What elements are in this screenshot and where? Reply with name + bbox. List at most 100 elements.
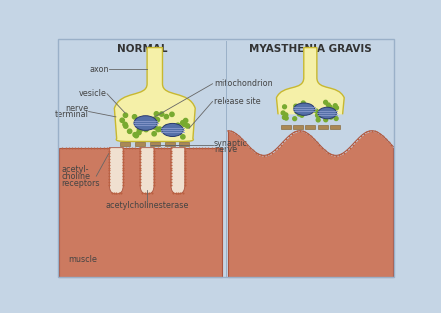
Circle shape: [150, 123, 155, 128]
Circle shape: [293, 117, 297, 121]
Circle shape: [335, 106, 338, 110]
Circle shape: [153, 117, 157, 121]
Circle shape: [321, 113, 325, 117]
Circle shape: [132, 115, 137, 119]
Ellipse shape: [162, 123, 183, 136]
Circle shape: [144, 127, 148, 132]
Circle shape: [171, 131, 176, 136]
Circle shape: [149, 118, 153, 122]
Circle shape: [282, 115, 286, 119]
Circle shape: [133, 132, 137, 137]
Bar: [318, 125, 328, 129]
Text: MYASTHENIA GRAVIS: MYASTHENIA GRAVIS: [249, 44, 372, 54]
Text: axon: axon: [89, 64, 108, 74]
Circle shape: [314, 109, 318, 113]
Text: acetylcholinesterase: acetylcholinesterase: [105, 201, 189, 210]
Circle shape: [316, 114, 319, 117]
Bar: [305, 125, 315, 129]
Circle shape: [134, 133, 138, 138]
Circle shape: [156, 127, 160, 132]
Text: nerve: nerve: [214, 146, 237, 155]
Text: terminal: terminal: [55, 110, 89, 119]
Circle shape: [172, 126, 176, 131]
PathPatch shape: [114, 48, 195, 141]
Text: acetyl-: acetyl-: [62, 165, 89, 174]
Circle shape: [145, 120, 149, 124]
Circle shape: [318, 114, 322, 117]
Circle shape: [154, 112, 159, 116]
Bar: [59, 148, 222, 277]
Circle shape: [283, 105, 287, 109]
Bar: [120, 141, 130, 146]
Circle shape: [332, 108, 336, 112]
Circle shape: [153, 125, 157, 129]
PathPatch shape: [171, 148, 185, 194]
PathPatch shape: [140, 148, 154, 194]
Circle shape: [157, 127, 162, 131]
Text: receptors: receptors: [62, 179, 100, 187]
Text: mitochondrion: mitochondrion: [214, 79, 273, 88]
Circle shape: [123, 122, 127, 126]
Ellipse shape: [294, 103, 314, 115]
Bar: [280, 125, 291, 129]
Circle shape: [299, 105, 302, 109]
Circle shape: [329, 115, 333, 119]
Ellipse shape: [134, 116, 157, 130]
Bar: [164, 141, 175, 146]
PathPatch shape: [109, 148, 123, 194]
Circle shape: [123, 113, 127, 117]
Circle shape: [301, 101, 305, 105]
Circle shape: [284, 116, 288, 120]
Circle shape: [281, 111, 285, 115]
Circle shape: [324, 118, 328, 122]
Circle shape: [137, 131, 141, 135]
Circle shape: [301, 107, 304, 111]
Text: NORMAL: NORMAL: [117, 44, 168, 54]
Circle shape: [333, 104, 337, 108]
Circle shape: [181, 121, 185, 125]
Circle shape: [143, 117, 148, 121]
Circle shape: [155, 118, 160, 122]
Circle shape: [295, 110, 299, 113]
Circle shape: [165, 125, 169, 129]
Bar: [135, 141, 145, 146]
Text: choline: choline: [62, 172, 90, 181]
Circle shape: [297, 112, 301, 116]
Circle shape: [294, 104, 298, 108]
Circle shape: [140, 126, 144, 131]
Bar: [330, 125, 340, 129]
Bar: [228, 131, 393, 277]
Text: muscle: muscle: [68, 255, 97, 264]
Circle shape: [316, 118, 320, 122]
Circle shape: [173, 125, 178, 129]
Circle shape: [168, 126, 172, 130]
Circle shape: [300, 113, 304, 117]
Bar: [179, 141, 190, 146]
Circle shape: [164, 115, 168, 119]
Circle shape: [160, 112, 164, 116]
Ellipse shape: [318, 107, 336, 119]
Circle shape: [183, 118, 188, 123]
Text: synaptic: synaptic: [214, 139, 248, 148]
Circle shape: [182, 122, 187, 126]
Circle shape: [176, 123, 180, 127]
PathPatch shape: [277, 48, 344, 125]
Circle shape: [152, 131, 156, 136]
Circle shape: [151, 124, 155, 128]
Circle shape: [326, 103, 330, 107]
Text: vesicle: vesicle: [79, 89, 107, 98]
Circle shape: [170, 112, 174, 116]
Circle shape: [328, 105, 332, 109]
Circle shape: [185, 124, 190, 128]
Circle shape: [334, 117, 338, 121]
Circle shape: [324, 100, 328, 104]
Circle shape: [306, 109, 310, 112]
Bar: [150, 141, 160, 146]
Circle shape: [149, 119, 153, 123]
Circle shape: [120, 118, 124, 122]
Circle shape: [181, 135, 185, 139]
Circle shape: [138, 125, 142, 129]
Circle shape: [137, 128, 142, 132]
Bar: [293, 125, 303, 129]
Circle shape: [284, 113, 288, 117]
